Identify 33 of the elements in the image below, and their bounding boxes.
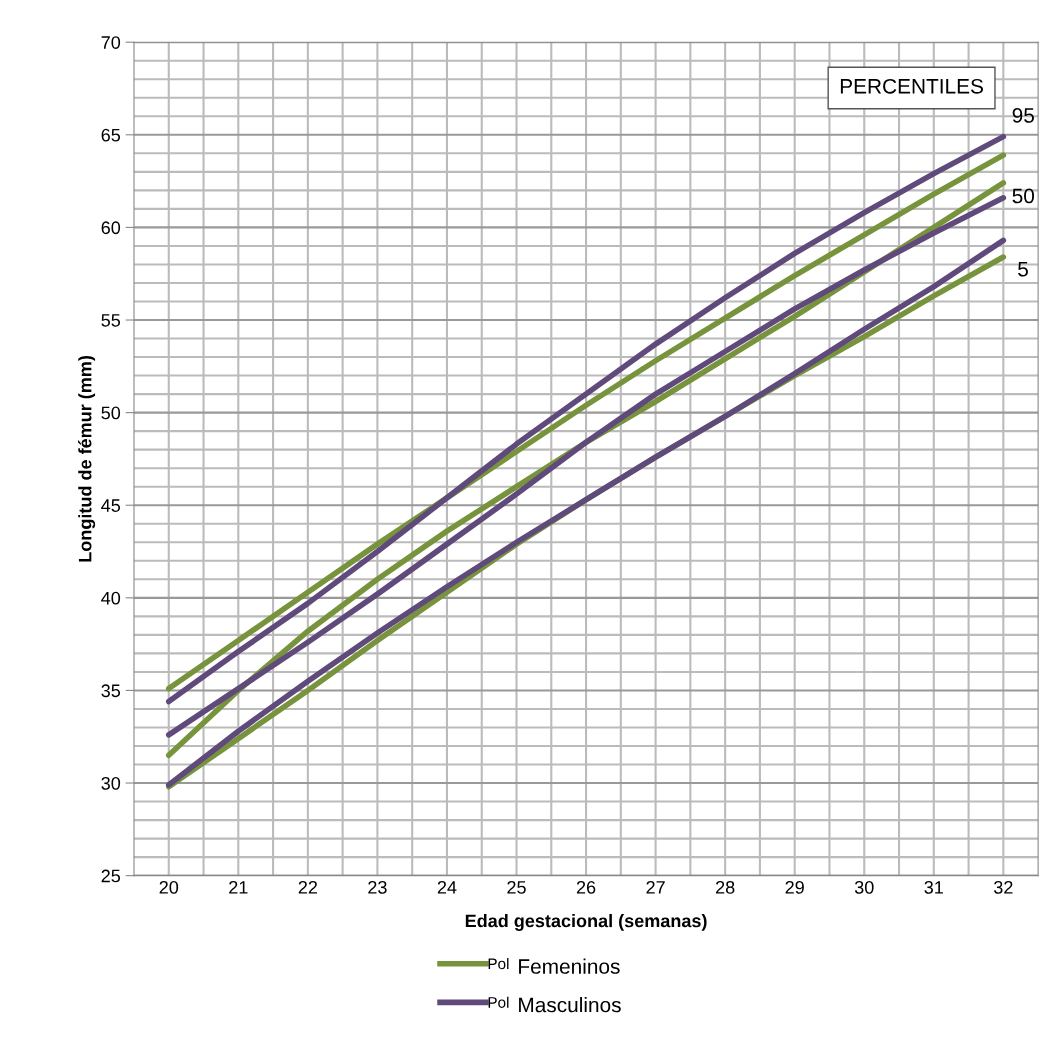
y-tick-label: 55 <box>101 314 121 327</box>
x-axis-title: Edad gestacional (semanas) <box>465 914 707 931</box>
legend-label: Pol <box>488 957 509 970</box>
x-tick-label: 22 <box>298 880 317 894</box>
x-tick-label: 25 <box>507 880 526 894</box>
x-tick-label: 20 <box>159 880 179 894</box>
y-tick-label: 35 <box>101 684 121 698</box>
legend-label: Pol <box>488 996 509 1008</box>
text: Femeninos <box>519 958 620 974</box>
y-tick-label: 45 <box>101 499 121 512</box>
y-axis-title: Longitud de fémur (mm) <box>78 356 96 562</box>
annotation: PERCENTILES <box>840 78 983 94</box>
text: Masculinos <box>519 997 621 1013</box>
x-tick-label: 27 <box>646 880 665 894</box>
x-tick-label: 23 <box>368 880 387 894</box>
annotation: 50 <box>1012 188 1035 204</box>
x-tick-label: 30 <box>854 880 874 894</box>
y-tick-label: 40 <box>101 591 121 605</box>
x-tick-label: 31 <box>924 880 943 894</box>
x-tick-label: 26 <box>576 880 596 894</box>
annotation: 5 <box>1018 261 1028 277</box>
x-tick-label: 29 <box>785 880 804 894</box>
x-tick-label: 28 <box>716 880 735 894</box>
annotation: 95 <box>1012 108 1034 123</box>
y-tick-label: 25 <box>101 869 121 883</box>
y-tick-label: 65 <box>101 128 121 142</box>
x-tick-label: 32 <box>993 880 1013 894</box>
y-tick-label: 60 <box>101 221 121 235</box>
x-tick-label: 24 <box>437 880 457 894</box>
y-tick-label: 30 <box>101 776 121 790</box>
x-tick-label: 21 <box>229 880 248 894</box>
y-tick-label: 70 <box>101 36 121 49</box>
y-tick-label: 50 <box>101 406 121 420</box>
